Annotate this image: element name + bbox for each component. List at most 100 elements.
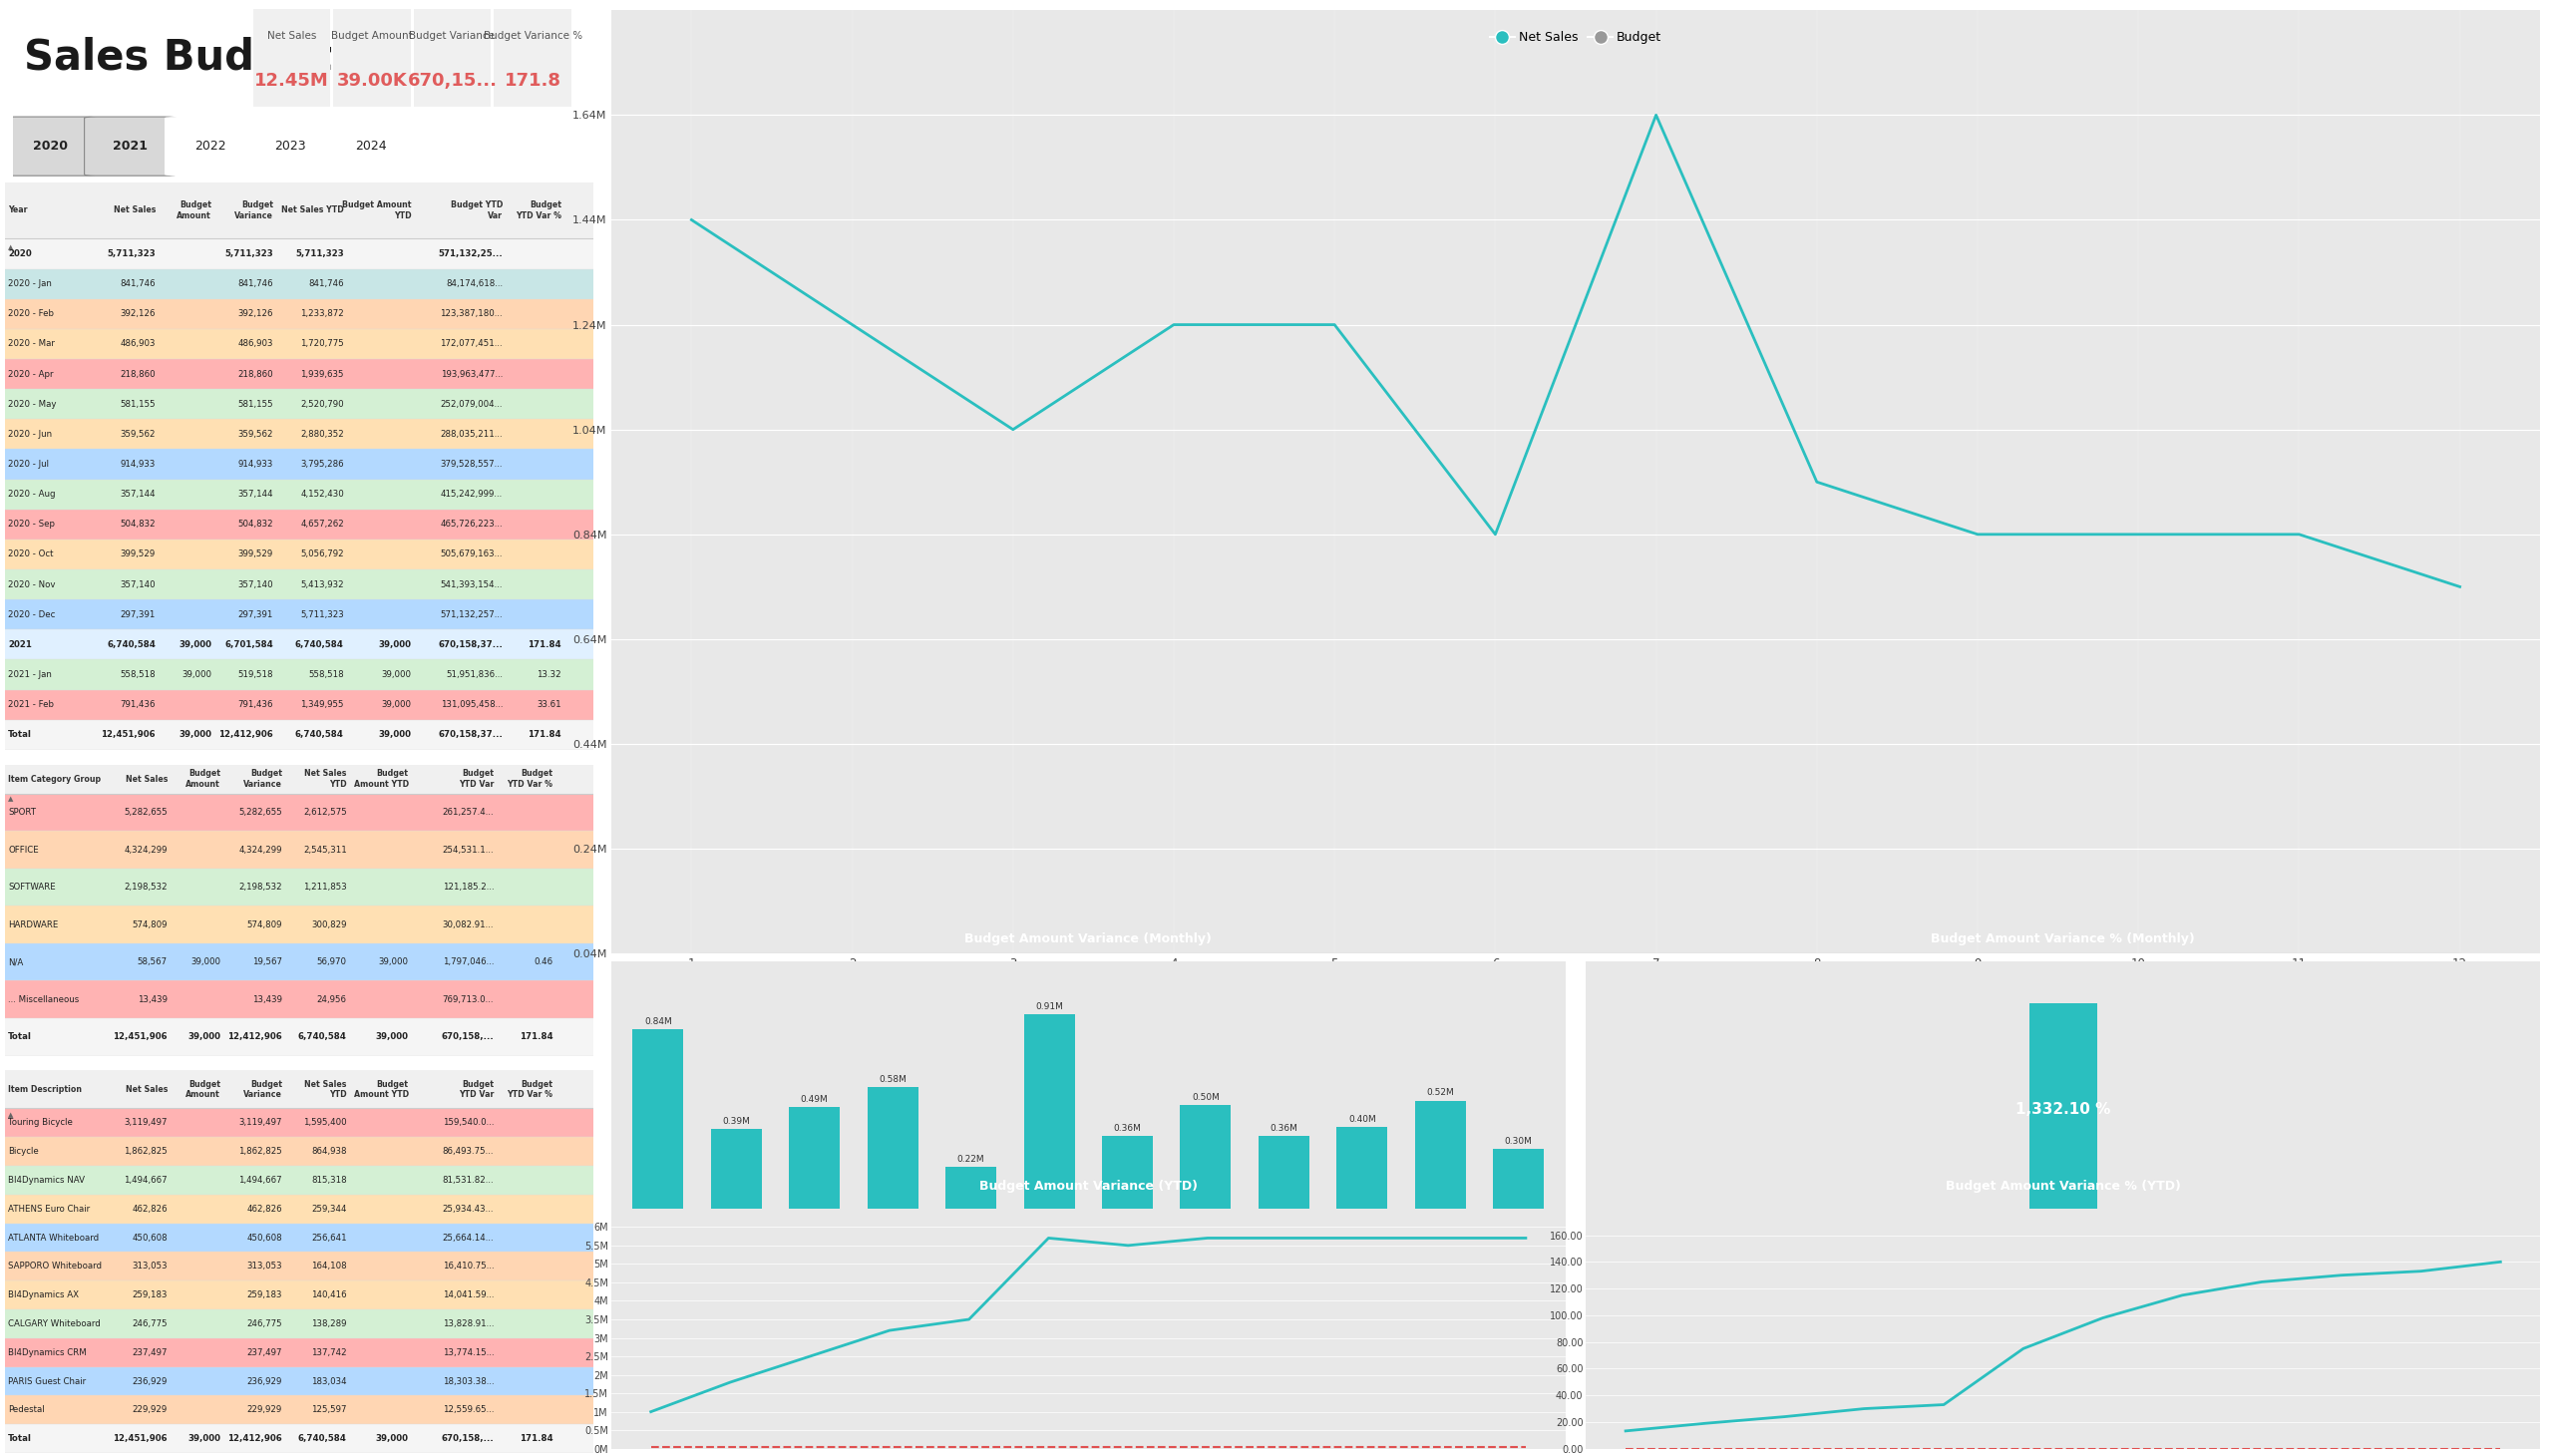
Text: Net Sales YTD: Net Sales YTD <box>281 205 345 215</box>
Text: 229,929: 229,929 <box>133 1405 168 1414</box>
Text: 4,657,262: 4,657,262 <box>301 520 345 529</box>
Bar <box>5 182 592 239</box>
Bar <box>5 329 592 360</box>
Text: 172,077,451...: 172,077,451... <box>439 339 503 348</box>
Bar <box>5 539 592 569</box>
Text: Budget
YTD Var: Budget YTD Var <box>460 769 493 789</box>
Text: 1,211,853: 1,211,853 <box>304 882 347 891</box>
Text: 2020 - Feb: 2020 - Feb <box>8 310 54 319</box>
Text: 1,494,667: 1,494,667 <box>237 1176 283 1185</box>
Text: Net Sales: Net Sales <box>112 205 156 215</box>
Text: 2023: 2023 <box>276 140 306 151</box>
Text: 841,746: 841,746 <box>120 280 156 288</box>
Text: 261,257.4...: 261,257.4... <box>442 808 493 817</box>
Text: SPORT: SPORT <box>8 808 36 817</box>
Text: Total: Total <box>8 731 31 740</box>
Text: 504,832: 504,832 <box>237 520 273 529</box>
Text: 486,903: 486,903 <box>120 339 156 348</box>
Text: 137,742: 137,742 <box>311 1348 347 1357</box>
Text: Budget Amount: Budget Amount <box>332 31 414 41</box>
Text: 2,198,532: 2,198,532 <box>237 882 283 891</box>
Text: 13,828.91...: 13,828.91... <box>442 1319 493 1328</box>
Bar <box>5 868 592 906</box>
Text: 16,410.75...: 16,410.75... <box>442 1262 493 1271</box>
Text: 0.39M: 0.39M <box>722 1117 751 1125</box>
Text: Budget YTD
Var: Budget YTD Var <box>449 201 503 220</box>
Text: 51,951,836...: 51,951,836... <box>447 670 503 678</box>
Bar <box>5 1396 592 1424</box>
Text: 159,540.0...: 159,540.0... <box>442 1118 493 1127</box>
FancyBboxPatch shape <box>5 116 97 176</box>
Text: 2,198,532: 2,198,532 <box>125 882 168 891</box>
Text: 81,531.82...: 81,531.82... <box>442 1176 493 1185</box>
Text: 6,740,584: 6,740,584 <box>299 1434 347 1443</box>
Text: 486,903: 486,903 <box>237 339 273 348</box>
Text: 5,711,323: 5,711,323 <box>301 610 345 619</box>
Text: 392,126: 392,126 <box>120 310 156 319</box>
Text: 84,174,618...: 84,174,618... <box>447 280 503 288</box>
FancyBboxPatch shape <box>84 116 176 176</box>
Text: 259,183: 259,183 <box>248 1290 283 1300</box>
Text: 2020 - Aug: 2020 - Aug <box>8 489 56 499</box>
Bar <box>5 1223 592 1252</box>
Text: 379,528,557...: 379,528,557... <box>439 460 503 469</box>
Bar <box>5 943 592 981</box>
Bar <box>5 906 592 943</box>
Text: 14,041.59...: 14,041.59... <box>442 1290 493 1300</box>
Text: Budget
Amount: Budget Amount <box>186 769 220 789</box>
Text: Budget Amount
YTD: Budget Amount YTD <box>342 201 411 220</box>
Text: HARDWARE: HARDWARE <box>8 920 59 929</box>
Text: 39,000: 39,000 <box>181 670 212 678</box>
Text: 13,439: 13,439 <box>138 994 168 1005</box>
Text: 2020 - Jun: 2020 - Jun <box>8 430 51 438</box>
Text: Budget
Variance: Budget Variance <box>235 201 273 220</box>
Text: 0.91M: 0.91M <box>1037 1002 1062 1010</box>
Bar <box>1103 1136 1154 1216</box>
Bar <box>2030 1003 2096 1216</box>
Text: 39,000: 39,000 <box>186 1032 220 1041</box>
Text: 450,608: 450,608 <box>248 1233 283 1242</box>
Text: Net Sales
YTD: Net Sales YTD <box>304 769 347 789</box>
Text: 86,493.75...: 86,493.75... <box>442 1147 493 1156</box>
Text: 121,185.2...: 121,185.2... <box>442 882 493 891</box>
Text: 558,518: 558,518 <box>309 670 345 678</box>
Text: 1,494,667: 1,494,667 <box>125 1176 168 1185</box>
Text: 193,963,477...: 193,963,477... <box>442 370 503 379</box>
Bar <box>5 629 592 660</box>
Text: 0.50M: 0.50M <box>1192 1092 1220 1102</box>
Bar <box>710 1130 761 1216</box>
Text: 5,056,792: 5,056,792 <box>301 550 345 559</box>
Text: 670,158,...: 670,158,... <box>442 1032 493 1041</box>
Text: 0.30M: 0.30M <box>1504 1137 1532 1146</box>
Text: Touring Bicycle: Touring Bicycle <box>8 1118 71 1127</box>
Text: 12,412,906: 12,412,906 <box>220 731 273 740</box>
Text: 1,233,872: 1,233,872 <box>301 310 345 319</box>
Text: Budget Amount Variance (Monthly): Budget Amount Variance (Monthly) <box>965 933 1213 945</box>
Bar <box>5 764 592 794</box>
Text: Net Sales: Net Sales <box>125 1085 168 1093</box>
Text: 0.52M: 0.52M <box>1427 1088 1455 1098</box>
Bar <box>5 719 592 750</box>
Text: Budget
Amount YTD: Budget Amount YTD <box>355 769 408 789</box>
Text: 39.00K: 39.00K <box>337 71 406 90</box>
Text: Budget Amount Variance % (Monthly): Budget Amount Variance % (Monthly) <box>1930 933 2196 945</box>
Text: 229,929: 229,929 <box>248 1405 283 1414</box>
Text: BI4Dynamics NAV: BI4Dynamics NAV <box>8 1176 84 1185</box>
Text: 6,740,584: 6,740,584 <box>299 1032 347 1041</box>
Text: 0.84M: 0.84M <box>643 1018 671 1026</box>
Text: 462,826: 462,826 <box>248 1204 283 1213</box>
Text: 2020 - Nov: 2020 - Nov <box>8 579 56 590</box>
Text: BI4Dynamics AX: BI4Dynamics AX <box>8 1290 79 1300</box>
Text: 4,152,430: 4,152,430 <box>301 489 345 499</box>
Bar <box>5 479 592 510</box>
Text: 0.46: 0.46 <box>534 958 551 967</box>
Text: 914,933: 914,933 <box>237 460 273 469</box>
Bar <box>868 1088 919 1216</box>
Bar <box>495 9 572 108</box>
Text: 574,809: 574,809 <box>133 920 168 929</box>
Bar <box>5 269 592 298</box>
Text: 256,641: 256,641 <box>311 1233 347 1242</box>
Text: 1,862,825: 1,862,825 <box>237 1147 283 1156</box>
Text: 297,391: 297,391 <box>120 610 156 619</box>
Text: 4,324,299: 4,324,299 <box>240 844 283 855</box>
